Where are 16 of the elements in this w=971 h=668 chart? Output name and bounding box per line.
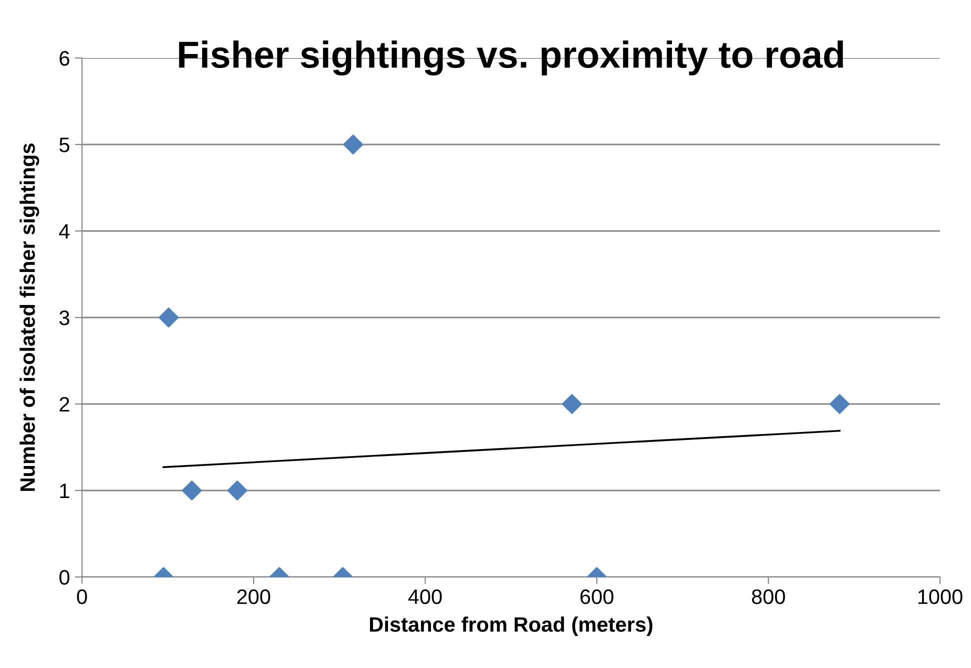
- x-axis-title: Distance from Road (meters): [370, 616, 652, 636]
- x-tick-label: 1000: [918, 589, 962, 604]
- y-tick-label: 0: [59, 570, 70, 585]
- x-tick-label: 400: [408, 589, 442, 604]
- y-tick-label: 1: [60, 484, 70, 498]
- y-tick-label: 6: [60, 51, 70, 66]
- y-axis-title: Number of isolated fisher sightings: [20, 144, 40, 491]
- y-tick-label: 4: [59, 224, 70, 239]
- x-tick-label: 600: [580, 589, 614, 604]
- x-tick-label: 0: [77, 589, 87, 604]
- y-tick-label: 2: [60, 397, 70, 412]
- x-tick-label: 800: [752, 589, 785, 604]
- x-tick-label: 200: [237, 589, 270, 604]
- chart-title: Fisher sightings vs. proximity to road: [179, 40, 843, 76]
- y-tick-label: 5: [59, 138, 70, 152]
- y-tick-label: 3: [59, 310, 70, 326]
